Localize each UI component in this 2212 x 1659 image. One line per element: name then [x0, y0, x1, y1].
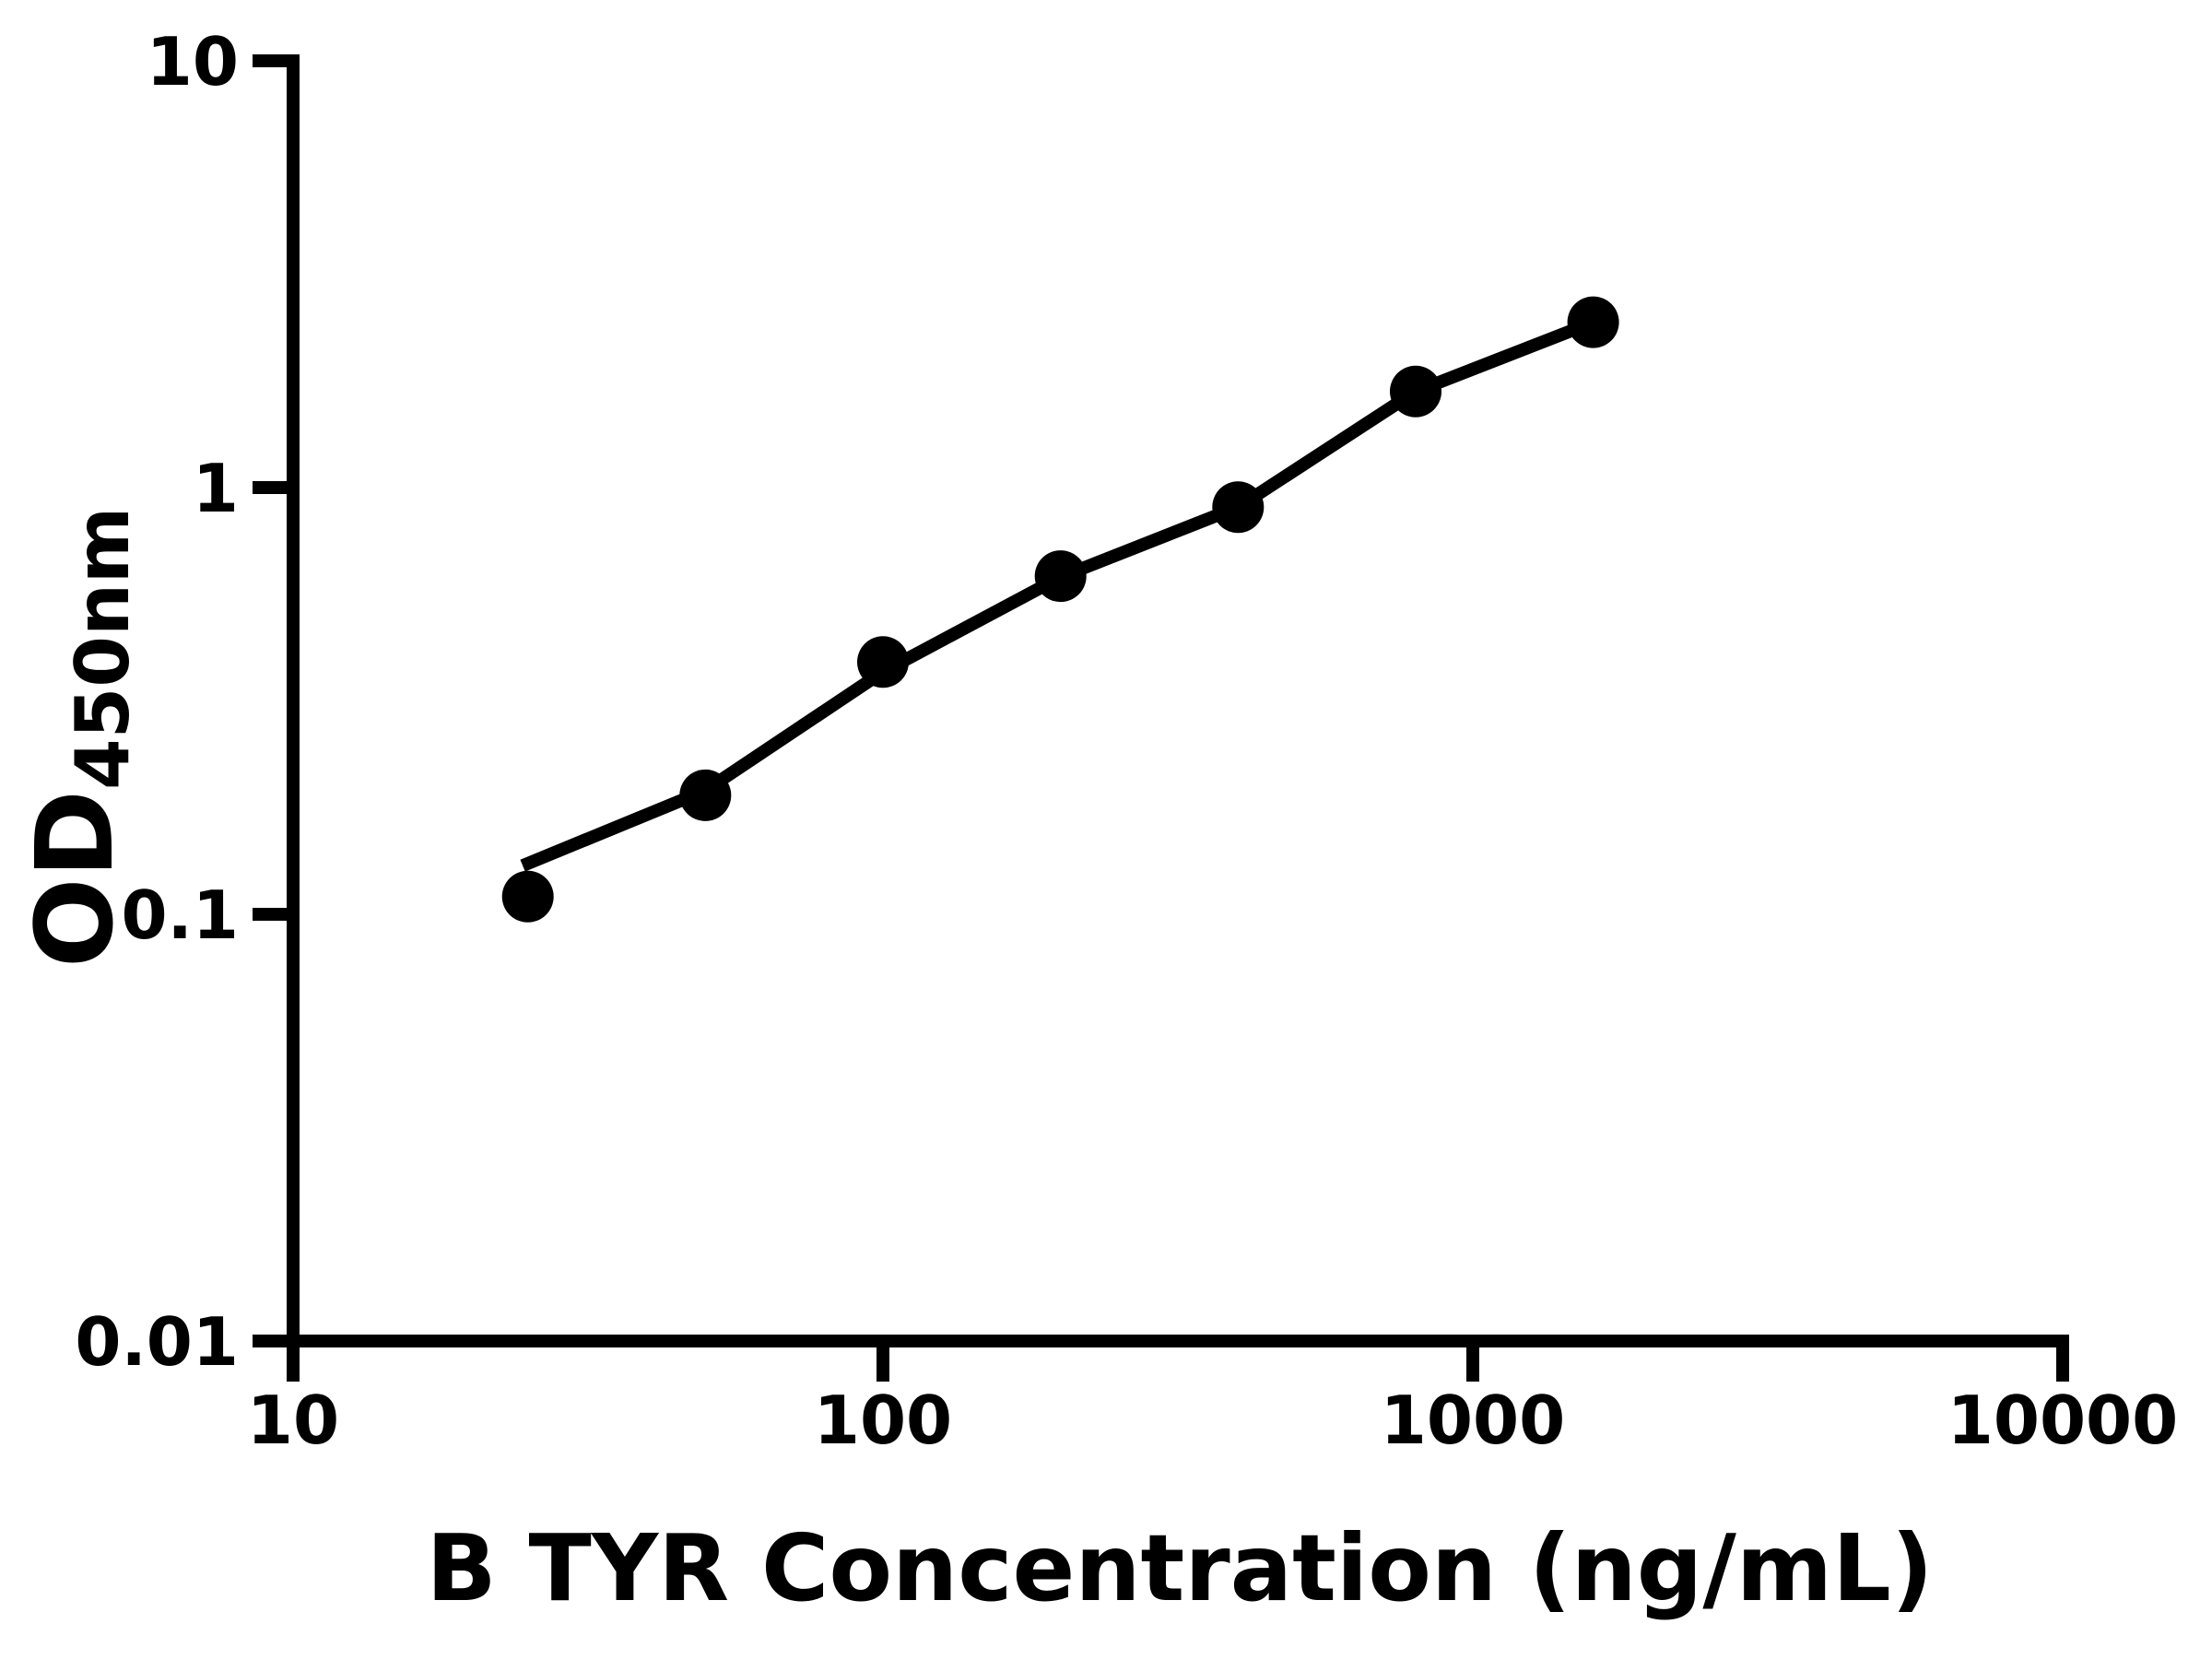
y-tick-label: 0.1: [121, 877, 239, 954]
data-point-marker: [857, 636, 909, 688]
data-point-marker: [501, 870, 554, 923]
data-point-marker: [1390, 365, 1441, 418]
plot-series: [501, 296, 1619, 923]
y-tick-label: 0.01: [75, 1303, 239, 1381]
y-axis-title: OD450nm: [14, 507, 146, 969]
data-point-marker: [679, 769, 732, 821]
x-tick-label: 10: [247, 1382, 339, 1459]
x-tick-label: 100: [814, 1382, 952, 1459]
data-point-marker: [1034, 550, 1087, 603]
y-tick-label: 10: [147, 23, 239, 100]
x-tick-label: 10000: [1947, 1382, 2179, 1459]
x-axis-title: B TYR Concentration (ng/mL): [426, 1514, 1933, 1622]
y-tick-label: 1: [193, 450, 239, 527]
y-axis-title-main: OD: [14, 790, 137, 968]
data-point-marker: [1567, 296, 1619, 348]
x-tick-label: 1000: [1381, 1382, 1565, 1459]
y-axis-title-sub: 450nm: [60, 507, 146, 790]
data-point-marker: [1212, 481, 1265, 534]
